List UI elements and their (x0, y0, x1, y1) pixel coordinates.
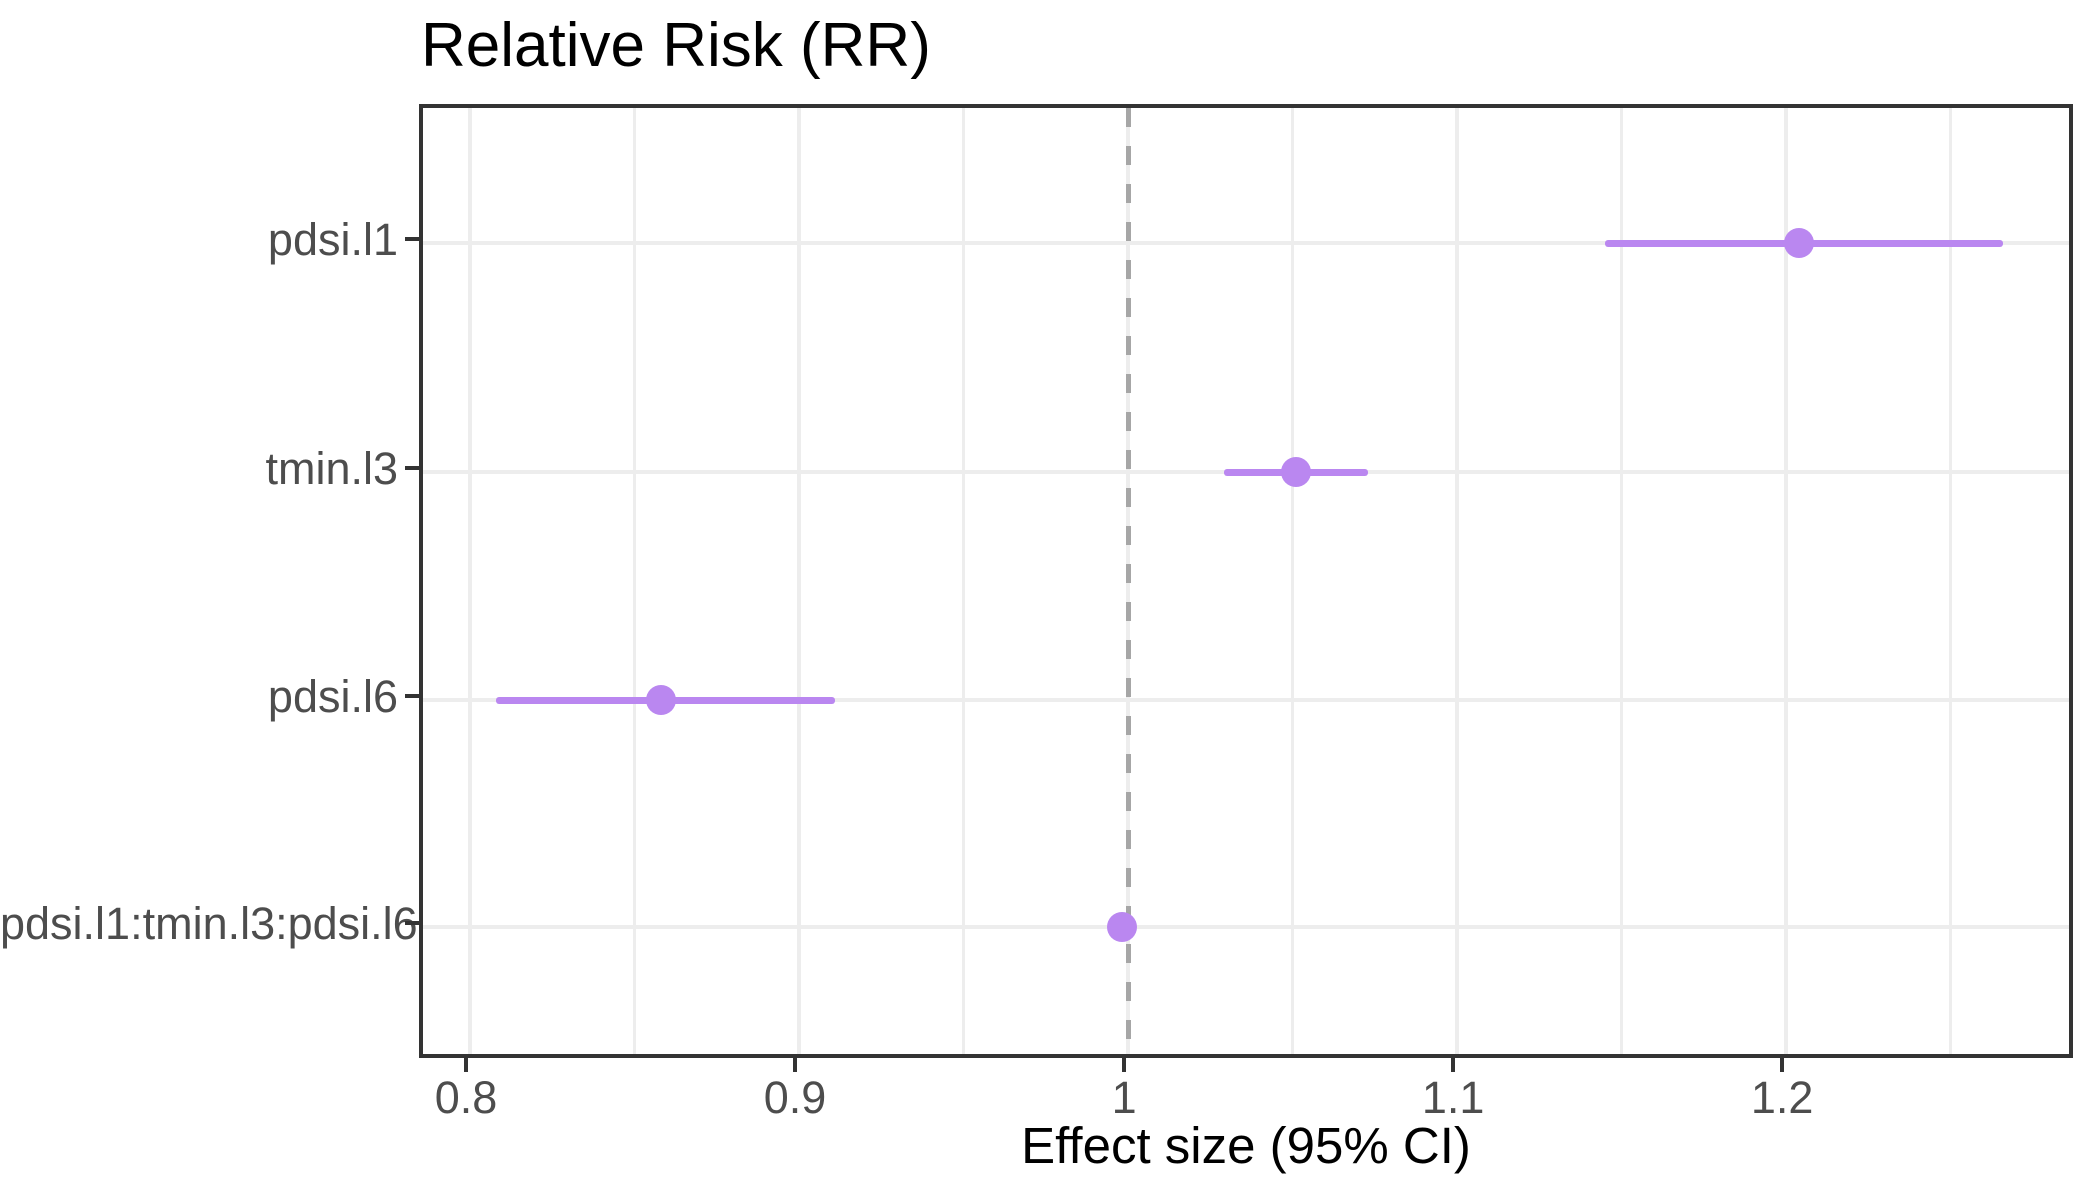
x-major-gridline (797, 108, 802, 1054)
x-axis-tick-label: 1.1 (1421, 1072, 1485, 1123)
x-tick-mark (1780, 1058, 1785, 1072)
point-estimate (645, 685, 676, 715)
y-tick-mark (405, 466, 419, 470)
chart-title: Relative Risk (RR) (421, 11, 931, 80)
x-axis-tick-label: 0.9 (763, 1072, 827, 1123)
x-minor-gridline (633, 108, 637, 1054)
x-tick-mark (793, 1058, 798, 1072)
point-estimate (1106, 912, 1137, 942)
x-tick-mark (1122, 1058, 1127, 1072)
y-major-gridline (423, 241, 2069, 245)
x-minor-gridline (1949, 108, 1953, 1054)
x-major-gridline (468, 108, 473, 1054)
y-major-gridline (423, 925, 2069, 929)
y-tick-mark (405, 237, 419, 241)
x-tick-mark (464, 1058, 469, 1072)
y-axis-category-label: tmin.l3 (265, 443, 398, 494)
y-major-gridline (423, 698, 2069, 702)
x-axis-tick-label: 0.8 (434, 1072, 498, 1123)
y-tick-mark (405, 921, 419, 925)
x-minor-gridline (962, 108, 966, 1054)
x-axis-title: Effect size (95% CI) (1021, 1117, 1471, 1174)
y-tick-mark (405, 694, 419, 698)
x-minor-gridline (1620, 108, 1624, 1054)
x-major-gridline (1784, 108, 1789, 1054)
y-axis-category-label: pdsi.l1:tmin.l3:pdsi.l6 (0, 898, 418, 949)
point-estimate (1280, 457, 1311, 487)
x-major-gridline (1455, 108, 1460, 1054)
x-tick-mark (1451, 1058, 1456, 1072)
x-axis-tick-label: 1.2 (1750, 1072, 1814, 1123)
point-estimate (1784, 228, 1815, 258)
y-axis-category-label: pdsi.l6 (267, 671, 398, 722)
reference-line (1125, 108, 1131, 1054)
plot-panel (419, 104, 2073, 1058)
x-axis-tick-label: 1 (1111, 1072, 1137, 1123)
y-axis-category-label: pdsi.l1 (267, 214, 398, 265)
x-minor-gridline (1291, 108, 1295, 1054)
